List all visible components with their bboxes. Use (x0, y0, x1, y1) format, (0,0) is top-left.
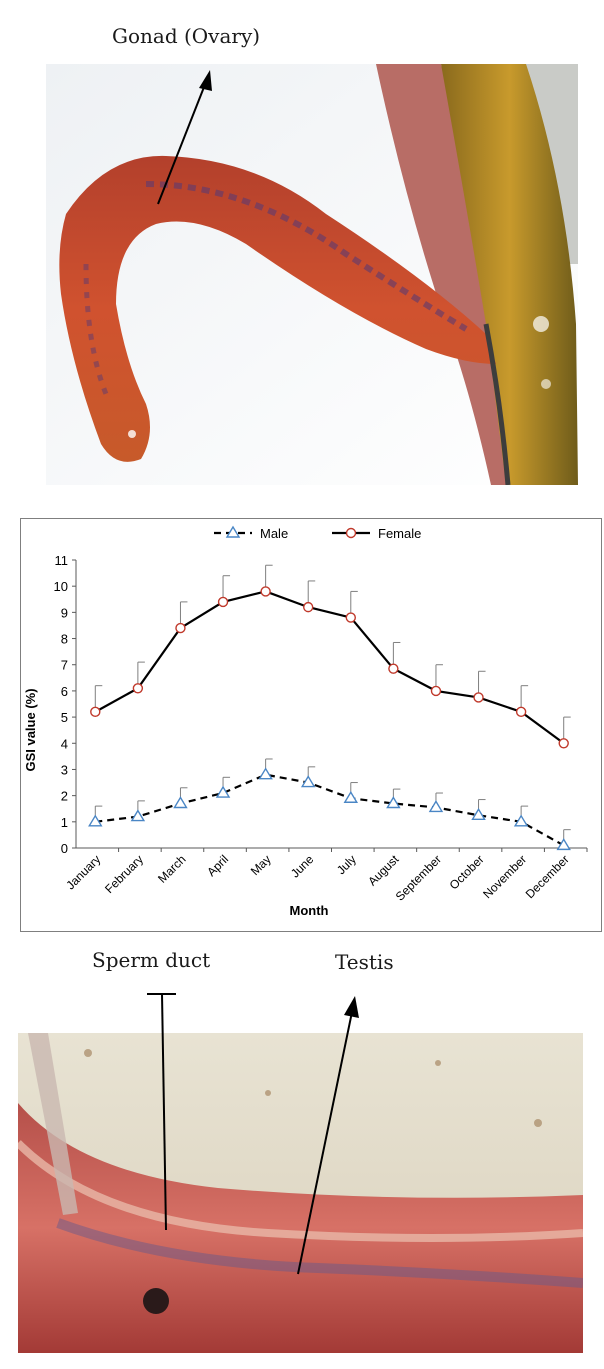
legend-marker (345, 527, 357, 539)
x-axis-label: Month (290, 903, 329, 918)
y-tick-label: 6 (61, 684, 68, 699)
data-point (345, 612, 356, 623)
ovary-photo (46, 64, 578, 485)
gsi-chart: Male Female 01234567891011JanuaryFebruary… (23, 525, 588, 918)
y-tick-label: 7 (61, 658, 68, 673)
legend-label: Female (378, 526, 421, 541)
chart-series-layer (88, 564, 571, 851)
y-tick-label: 11 (55, 553, 69, 568)
data-point (430, 685, 442, 697)
chart-legend: Male Female (214, 525, 421, 541)
y-tick-label: 1 (61, 815, 68, 830)
data-point (260, 586, 271, 597)
data-point (515, 706, 527, 718)
y-tick-label: 9 (61, 605, 68, 620)
data-point (132, 683, 144, 694)
data-point (558, 738, 569, 749)
gsi-chart-frame: Male Female 0 1 2 3 4 5 6 7 8 9 10 11 January February… (20, 518, 602, 932)
series-female (90, 564, 571, 749)
testis-arrowhead (344, 996, 359, 1018)
y-tick-label: 0 (61, 841, 68, 856)
legend-marker (225, 525, 241, 538)
legend-label: Male (260, 526, 288, 541)
y-tick-label: 2 (61, 789, 68, 804)
data-point (428, 800, 444, 813)
data-point (388, 663, 399, 674)
y-tick-label: 8 (61, 632, 68, 647)
y-tick-label: 3 (61, 762, 68, 777)
data-point (471, 807, 486, 820)
legend-item-female: Female (332, 526, 421, 541)
data-point (258, 767, 273, 780)
y-tick-label: 10 (54, 579, 68, 594)
data-point (386, 796, 401, 809)
ovary-caption: Gonad (Ovary) (112, 24, 261, 48)
sperm-duct-pointer-line (161, 993, 167, 1231)
data-point (556, 838, 571, 851)
data-point (343, 790, 359, 803)
testis-label: Testis (335, 950, 394, 974)
data-point (303, 601, 314, 613)
data-point (90, 706, 101, 718)
testis-pointer-line (297, 1011, 353, 1275)
legend-item-male: Male (214, 525, 288, 541)
y-axis-label: GSI value (%) (23, 688, 38, 771)
y-tick-label: 4 (61, 736, 68, 751)
data-point (130, 809, 146, 822)
data-point (173, 796, 188, 809)
data-point (473, 692, 484, 703)
testis-photo (18, 1033, 583, 1353)
data-point (175, 622, 186, 634)
series-line (95, 773, 565, 847)
data-point (300, 775, 316, 788)
data-point (88, 814, 103, 827)
data-point (215, 785, 231, 798)
series-line (94, 590, 565, 745)
data-point (513, 814, 529, 827)
series-male (88, 758, 571, 851)
y-tick-label: 5 (61, 710, 68, 725)
ovary-pointer-arrow (157, 70, 212, 205)
sperm-duct-label: Sperm duct (92, 948, 211, 972)
data-point (217, 596, 229, 608)
